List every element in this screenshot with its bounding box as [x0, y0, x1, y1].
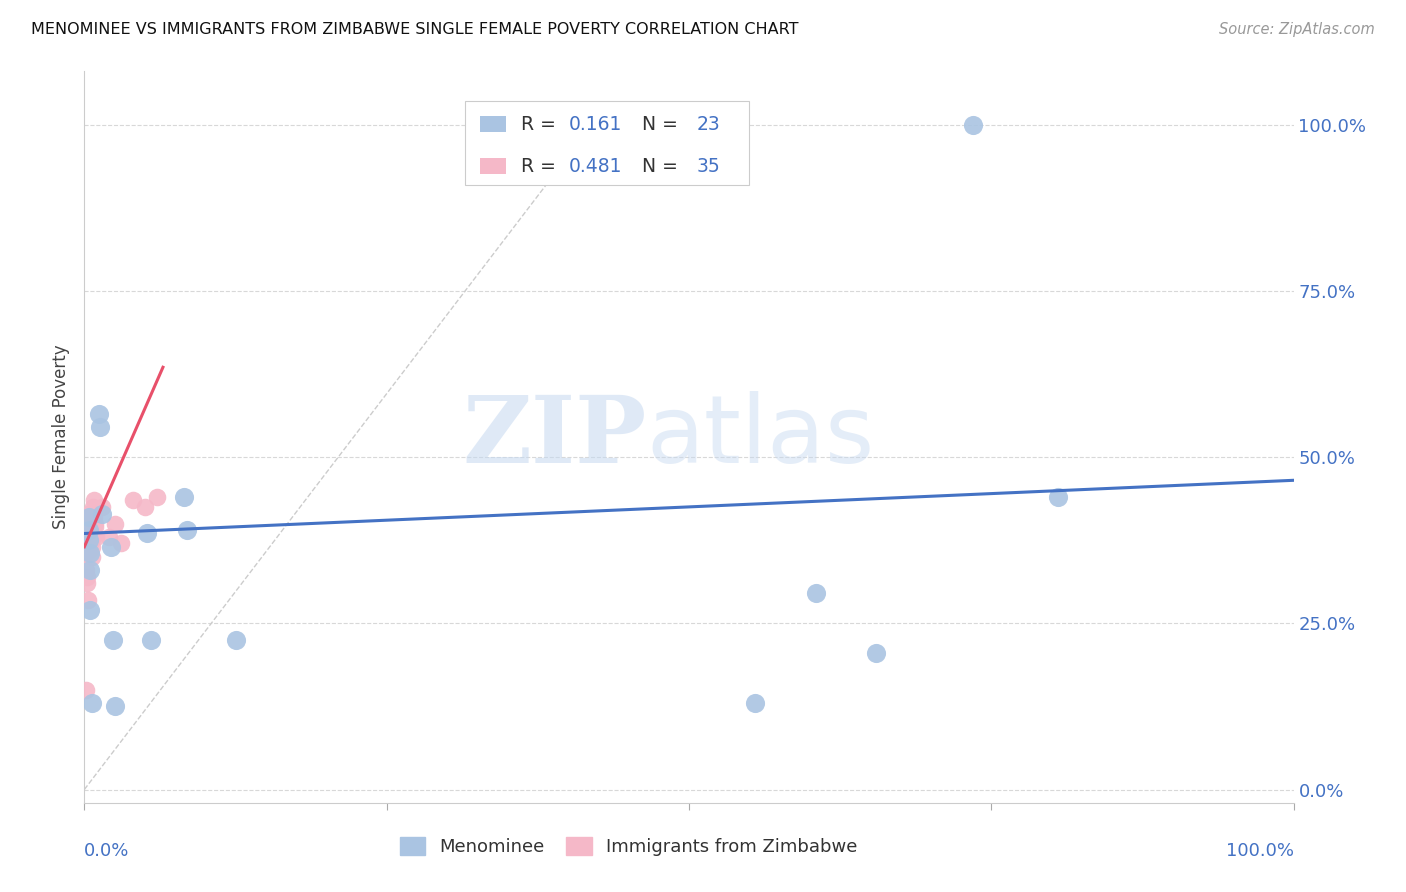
Text: N =: N =: [630, 157, 683, 176]
Point: [104, 699, 127, 714]
Point: [76, 520, 98, 534]
Point: [91, 507, 114, 521]
Point: [103, 632, 125, 647]
Point: [80, 540, 103, 554]
Point: [77, 543, 100, 558]
Text: Source: ZipAtlas.com: Source: ZipAtlas.com: [1219, 22, 1375, 37]
Point: [83, 509, 105, 524]
FancyBboxPatch shape: [479, 158, 506, 174]
Point: [80, 696, 103, 710]
Point: [77, 533, 100, 548]
Text: atlas: atlas: [647, 391, 875, 483]
Y-axis label: Single Female Poverty: Single Female Poverty: [52, 345, 70, 529]
Point: [77, 523, 100, 537]
Text: 35: 35: [696, 157, 720, 176]
Point: [84, 516, 107, 531]
Point: [76, 509, 98, 524]
Text: 0.481: 0.481: [569, 157, 623, 176]
Legend: Menominee, Immigrants from Zimbabwe: Menominee, Immigrants from Zimbabwe: [392, 830, 865, 863]
Text: 0.0%: 0.0%: [84, 842, 129, 860]
Point: [176, 523, 198, 537]
Point: [77, 507, 100, 521]
Text: 0.161: 0.161: [569, 115, 623, 134]
Point: [89, 420, 111, 434]
Point: [76, 576, 98, 591]
Text: R =: R =: [520, 115, 562, 134]
Point: [76, 570, 98, 584]
Point: [77, 516, 100, 531]
Point: [865, 646, 887, 660]
Point: [134, 500, 156, 514]
Text: 23: 23: [696, 115, 720, 134]
Point: [80, 549, 103, 564]
Point: [77, 509, 100, 524]
Point: [962, 118, 984, 132]
Point: [91, 500, 114, 514]
Point: [104, 516, 127, 531]
Point: [77, 593, 100, 607]
Point: [146, 490, 169, 504]
Point: [804, 586, 827, 600]
Point: [75, 682, 97, 697]
Point: [173, 490, 195, 504]
Point: [136, 526, 159, 541]
Point: [139, 632, 162, 647]
Point: [1046, 490, 1069, 504]
Point: [97, 530, 120, 544]
Point: [225, 632, 247, 647]
Point: [79, 536, 101, 550]
Point: [121, 493, 143, 508]
Point: [84, 520, 107, 534]
Point: [83, 493, 105, 508]
FancyBboxPatch shape: [479, 116, 506, 132]
Text: ZIP: ZIP: [463, 392, 647, 482]
Point: [744, 696, 766, 710]
Point: [75, 563, 97, 577]
Point: [79, 520, 101, 534]
Text: 100.0%: 100.0%: [1226, 842, 1294, 860]
Point: [75, 546, 97, 560]
Point: [100, 540, 122, 554]
Text: MENOMINEE VS IMMIGRANTS FROM ZIMBABWE SINGLE FEMALE POVERTY CORRELATION CHART: MENOMINEE VS IMMIGRANTS FROM ZIMBABWE SI…: [31, 22, 799, 37]
Point: [77, 530, 100, 544]
Point: [77, 523, 100, 537]
Point: [87, 407, 110, 421]
Point: [77, 526, 100, 541]
Text: R =: R =: [520, 157, 562, 176]
Point: [79, 563, 101, 577]
Point: [79, 603, 101, 617]
Point: [110, 536, 132, 550]
Point: [82, 500, 104, 514]
FancyBboxPatch shape: [465, 101, 749, 185]
Point: [82, 530, 104, 544]
Point: [79, 533, 101, 548]
Text: N =: N =: [630, 115, 683, 134]
Point: [75, 516, 97, 531]
Point: [79, 546, 101, 560]
Point: [75, 533, 97, 548]
Point: [86, 530, 108, 544]
